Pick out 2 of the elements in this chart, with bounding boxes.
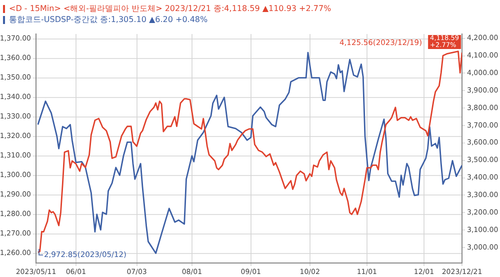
legend-label: <D - 15Min> <해외-필라델피아 반도체> 2023/12/21 종:4,118.59 ▲110.93 +2.77% (9, 4, 332, 14)
legend-label: 통합코드-USDSP-중간값 종:1,305.10 ▲6.20 +0.48% (9, 15, 208, 24)
